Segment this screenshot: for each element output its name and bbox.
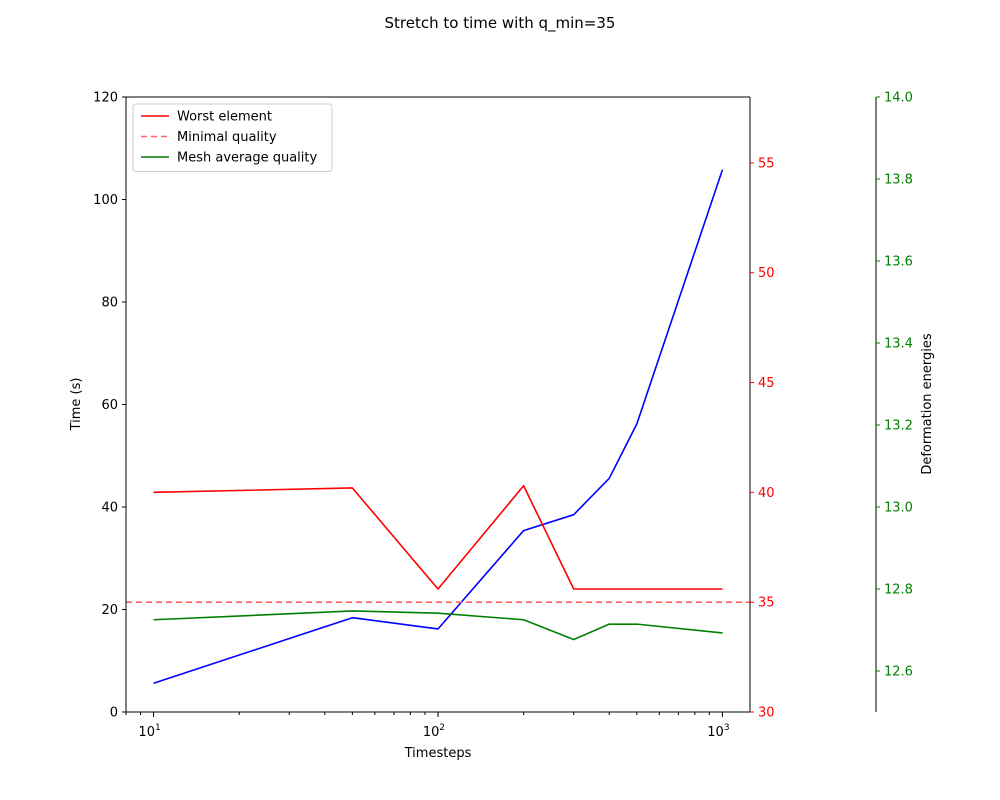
x-tick-label: 102 [423,723,445,740]
worst-element-series-line [153,484,723,590]
mesh-average-quality-series-line [153,610,723,641]
legend-box [132,103,333,172]
right-y-tick-label: 40 [758,486,775,501]
axes: 0 20 40 60 80 100 120 30 35 40 45 50 55 12.6 12.8 13.0 1… [93,91,913,741]
left-y-axis-label: Time (s) [69,378,84,432]
right-y-tick-label: 35 [758,596,775,611]
x-axis-label: Timesteps [404,746,472,761]
x-tick-label: 101 [138,723,160,740]
left-y-tick-label: 100 [93,193,118,208]
far-right-y-tick-label: 12.6 [884,665,913,680]
right-y-tick-label: 55 [758,156,775,171]
left-y-tick-label: 80 [101,296,118,311]
left-y-tick-label: 0 [110,706,118,721]
legend-label: Mesh average quality [177,151,317,166]
legend-label: Minimal quality [177,130,277,145]
left-y-tick-label: 20 [101,603,118,618]
left-y-tick-label: 120 [93,91,118,106]
far-right-y-tick-label: 13.4 [884,337,913,352]
legend: Worst element Minimal quality Mesh average… [132,103,333,172]
far-right-y-tick-label: 13.6 [884,255,913,270]
right-y-tick-label: 45 [758,376,775,391]
chart-title: Stretch to time with q_min=35 [385,14,616,33]
left-y-tick-label: 40 [101,501,118,516]
right-y-tick-label: 30 [758,706,775,721]
far-right-y-tick-label: 13.8 [884,173,913,188]
x-tick-label: 103 [707,723,729,740]
plot-area [126,169,750,685]
right-y-tick-label: 50 [758,266,775,281]
left-y-tick-label: 60 [101,398,118,413]
far-right-y-tick-label: 13.2 [884,419,913,434]
time-series-line [153,169,724,685]
far-right-y-tick-label: 12.8 [884,583,913,598]
far-right-y-tick-label: 14.0 [884,91,913,106]
far-right-y-axis-label: Deformation energies [920,333,935,475]
far-right-y-tick-label: 13.0 [884,501,913,516]
legend-label: Worst element [177,110,272,125]
